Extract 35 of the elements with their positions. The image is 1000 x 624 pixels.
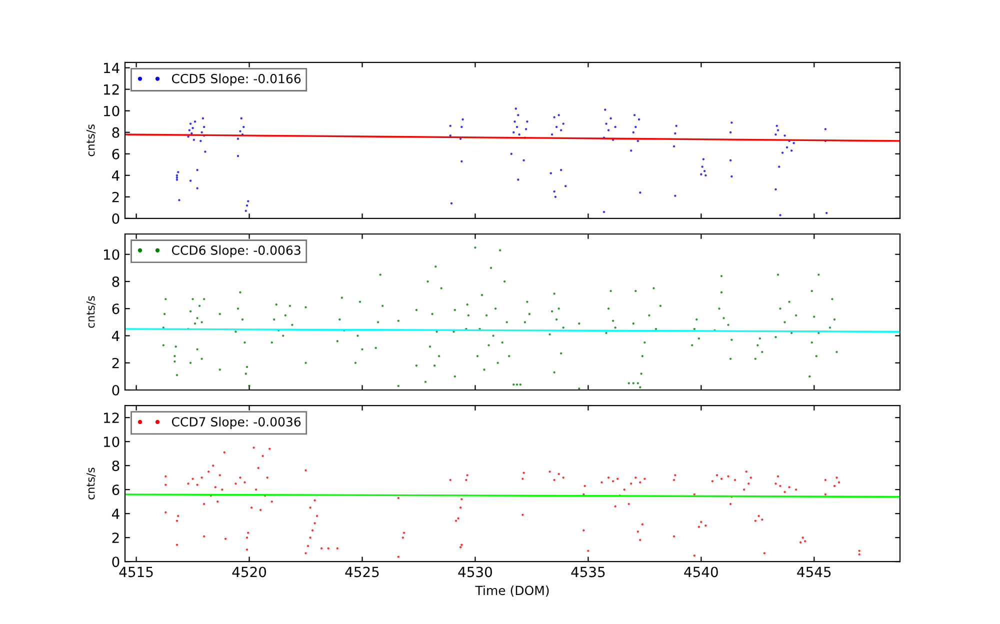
y-tick-label: 6 — [112, 484, 120, 496]
y-tick-label: 0 — [112, 384, 120, 396]
y-tick-label: 12 — [104, 412, 119, 423]
legend-label: CCD5 Slope: -0.0166 — [172, 74, 301, 86]
y-axis-title: cnts/s — [86, 124, 96, 156]
y-tick-label: 0 — [112, 556, 120, 568]
y-tick-label: 2 — [112, 358, 119, 368]
x-tick-label: 4540 — [684, 566, 718, 578]
x-tick-label: 4530 — [458, 566, 492, 578]
y-axis-title: cnts/s — [86, 468, 96, 500]
y-tick-label: 14 — [104, 62, 120, 74]
y-tick-label: 6 — [112, 148, 120, 160]
y-tick-label: 0 — [112, 213, 120, 224]
legend-label: CCD6 Slope: -0.0063 — [172, 245, 300, 258]
y-tick-label: 4 — [112, 508, 120, 519]
x-axis-title: Time (DOM) — [475, 585, 549, 597]
y-tick-label: 4 — [112, 330, 120, 342]
y-tick-label: 4 — [112, 170, 120, 181]
x-tick-label: 4515 — [119, 566, 153, 578]
legend-label: CCD7 Slope: -0.0036 — [172, 416, 301, 429]
y-tick-label: 10 — [104, 106, 120, 116]
y-tick-label: 8 — [112, 276, 120, 287]
x-tick-label: 4545 — [797, 566, 831, 578]
y-tick-label: 8 — [112, 127, 120, 138]
y-tick-label: 10 — [104, 249, 120, 260]
y-tick-label: 8 — [112, 460, 120, 472]
y-tick-label: 10 — [104, 436, 120, 448]
y-axis-title: cnts/s — [86, 296, 96, 328]
y-tick-label: 6 — [112, 304, 120, 314]
x-tick-label: 4525 — [345, 566, 379, 578]
y-tick-label: 12 — [104, 84, 119, 95]
y-tick-label: 2 — [112, 192, 119, 202]
x-tick-label: 4520 — [232, 566, 266, 578]
x-tick-label: 4535 — [571, 566, 605, 578]
y-tick-label: 2 — [112, 532, 119, 543]
